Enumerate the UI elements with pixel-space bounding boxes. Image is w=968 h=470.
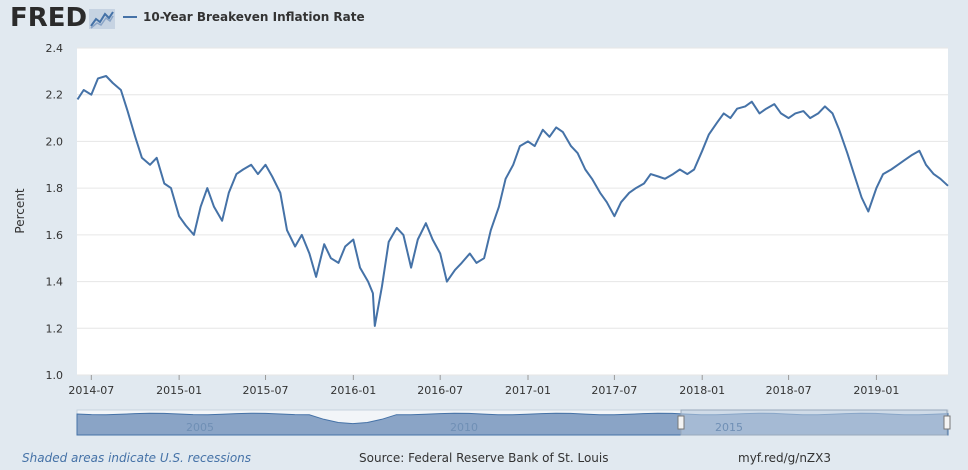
y-axis-label: Percent — [13, 188, 27, 233]
y-tick-label: 1.0 — [46, 369, 64, 382]
y-tick-label: 2.2 — [46, 89, 64, 102]
navigator-label: 2010 — [450, 421, 478, 434]
fred-logo-text: FRED — [10, 3, 88, 33]
chart-legend[interactable]: 10-Year Breakeven Inflation Rate — [123, 10, 365, 24]
navigator-label: 2005 — [186, 421, 214, 434]
y-tick-label: 1.8 — [46, 182, 64, 195]
time-navigator[interactable]: 2005 2010 2015 — [76, 409, 951, 436]
y-tick-labels: 1.0 1.2 1.4 1.6 1.8 2.0 2.2 2.4 — [46, 42, 64, 382]
y-tick-label: 1.4 — [46, 276, 64, 289]
x-tick-label: 2019-01 — [853, 384, 899, 397]
chart-header: FRED 10-Year Breakeven Inflation Rate — [0, 0, 968, 38]
x-tick-label: 2015-01 — [156, 384, 202, 397]
y-tick-label: 1.6 — [46, 229, 64, 242]
legend-swatch — [123, 16, 137, 18]
x-tick-label: 2016-07 — [417, 384, 463, 397]
y-tick-label: 1.2 — [46, 322, 64, 335]
x-tick-label: 2018-01 — [679, 384, 725, 397]
y-gridlines — [77, 47, 948, 376]
x-tick-label: 2017-01 — [505, 384, 551, 397]
navigator-right-handle[interactable] — [943, 415, 951, 430]
source-text: Source: Federal Reserve Bank of St. Loui… — [359, 451, 609, 465]
navigator-label: 2015 — [715, 421, 743, 434]
plot-area — [77, 48, 948, 375]
navigator-left-handle[interactable] — [677, 415, 685, 430]
x-tick-label: 2015-07 — [243, 384, 289, 397]
y-tick-label: 2.4 — [46, 42, 64, 55]
x-tick-label: 2014-07 — [68, 384, 114, 397]
x-tick-label: 2017-07 — [591, 384, 637, 397]
legend-label: 10-Year Breakeven Inflation Rate — [143, 10, 365, 24]
chart-line-icon — [89, 9, 116, 29]
x-tick-labels: 2014-07 2015-01 2015-07 2016-01 2016-07 2017-… — [68, 375, 899, 397]
fred-logo[interactable]: FRED — [10, 3, 116, 33]
recession-note[interactable]: Shaded areas indicate U.S. recessions — [22, 451, 252, 465]
x-tick-label: 2016-01 — [330, 384, 376, 397]
y-tick-label: 2.0 — [46, 135, 64, 148]
line-chart: 1.01.21.41.61.82.02.22.4 2014-07 2015-01 2… — [13, 42, 951, 436]
series-line — [76, 75, 949, 327]
navigator-labels: 2005 2010 2015 — [186, 421, 743, 434]
x-tick-label: 2018-07 — [766, 384, 812, 397]
short-url[interactable]: myf.red/g/nZX3 — [738, 451, 832, 465]
